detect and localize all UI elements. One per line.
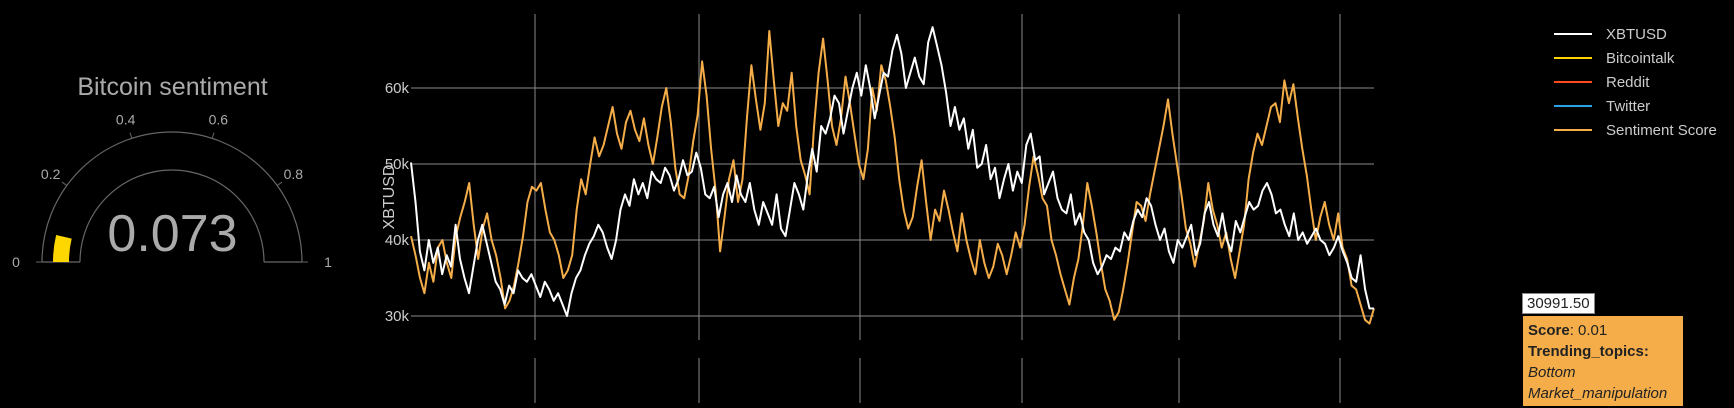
- price-sentiment-chart[interactable]: 30k 40k 50k 60k XBTUSD: [350, 0, 1734, 403]
- legend-label: Twitter: [1606, 97, 1651, 115]
- legend-swatch: [1554, 105, 1592, 107]
- gauge-tick-mark: [276, 181, 283, 186]
- legend-item-sentiment-score[interactable]: Sentiment Score: [1554, 118, 1734, 142]
- legend-label: Sentiment Score: [1606, 121, 1717, 139]
- legend-swatch: [1554, 81, 1592, 83]
- gauge-value-bar: [53, 234, 72, 262]
- gauge-arc-svg: 0 0.2 0.4 0.6 0.8 1: [12, 111, 332, 270]
- sentiment-gauge: Bitcoin sentiment 0 0.2 0.4 0.6 0.8 1 0.073: [0, 0, 350, 403]
- legend-swatch: [1554, 129, 1592, 131]
- gauge-tick-mark: [129, 132, 133, 139]
- legend-label: XBTUSD: [1606, 25, 1667, 43]
- gauge-tick-label: 0.6: [209, 111, 229, 127]
- gauge-tick-mark: [211, 132, 215, 139]
- hover-value-label: 30991.50: [1522, 293, 1595, 314]
- gauge-tick-label: 1: [324, 254, 332, 270]
- tooltip-score-label: Score: [1528, 322, 1570, 339]
- tooltip-topics-label: Trending_topics:: [1528, 343, 1649, 360]
- tooltip-topic: Market_manipulation: [1528, 385, 1668, 402]
- gauge-tick-label: 0.8: [284, 166, 304, 182]
- gauge-outer-arc: [41, 131, 303, 263]
- gauge-title: Bitcoin sentiment: [77, 73, 268, 101]
- y-axis-label: XBTUSD: [381, 165, 398, 230]
- chart-svg[interactable]: 30k 40k 50k 60k XBTUSD: [350, 0, 1734, 403]
- gauge-inner-arc: [79, 169, 265, 263]
- legend-label: Bitcointalk: [1606, 49, 1675, 67]
- tooltip-topic: Bottom: [1528, 364, 1576, 381]
- y-tick-label: 30k: [385, 308, 410, 325]
- tooltip-score-value: : 0.01: [1569, 322, 1608, 339]
- chart-legend[interactable]: XBTUSD Bitcointalk Reddit Twitter Sentim…: [1554, 22, 1734, 142]
- y-tick-label: 40k: [385, 232, 410, 249]
- legend-label: Reddit: [1606, 73, 1650, 91]
- legend-item-reddit[interactable]: Reddit: [1554, 70, 1734, 94]
- legend-swatch: [1554, 33, 1592, 35]
- y-tick-label: 60k: [385, 80, 410, 97]
- hover-tooltip: Score: 0.01 Trending_topics: Bottom Mark…: [1523, 316, 1683, 406]
- gauge-tick-label: 0: [12, 254, 20, 270]
- gauge-tick-label: 0.2: [41, 166, 61, 182]
- legend-item-xbtusd[interactable]: XBTUSD: [1554, 22, 1734, 46]
- y-tick-label: 50k: [385, 156, 410, 173]
- legend-item-twitter[interactable]: Twitter: [1554, 94, 1734, 118]
- gauge-value: 0.073: [107, 205, 238, 263]
- series-line-xbtusd[interactable]: [410, 26, 1375, 317]
- gauge-tick-mark: [61, 181, 68, 186]
- gauge-tick-label: 0.4: [116, 111, 136, 127]
- legend-item-bitcointalk[interactable]: Bitcointalk: [1554, 46, 1734, 70]
- series-line-sentiment-score[interactable]: [410, 30, 1375, 325]
- legend-swatch: [1554, 57, 1592, 59]
